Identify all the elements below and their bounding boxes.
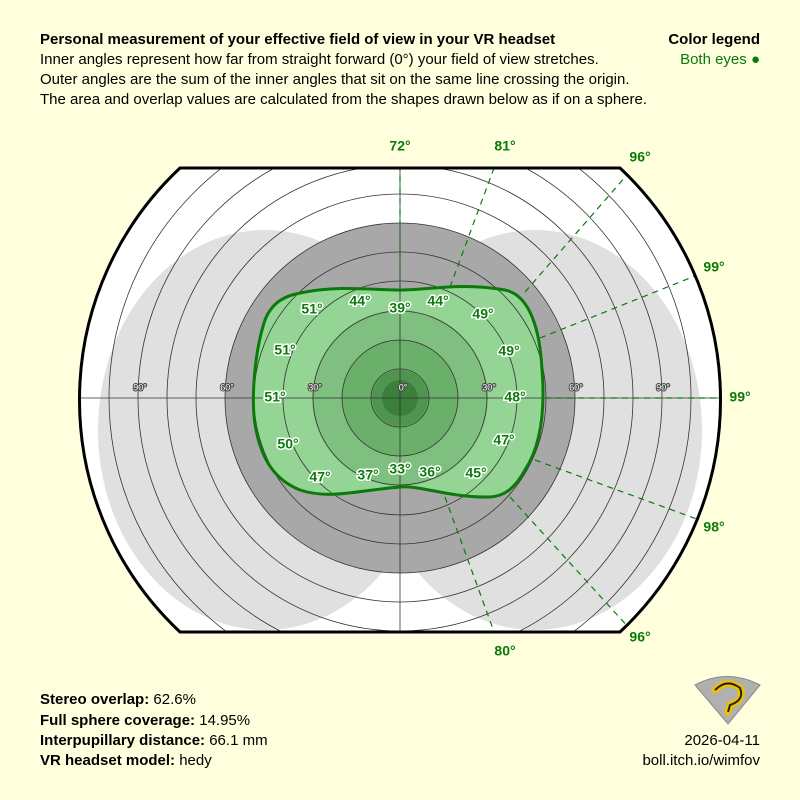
stat-label: VR headset model: — [40, 752, 175, 769]
url: boll.itch.io/wimfov — [642, 752, 760, 769]
logo — [694, 676, 761, 725]
stat-label: Full sphere coverage: — [40, 712, 195, 729]
inner-angle: 33° — [389, 461, 410, 477]
stat-label: Stereo overlap: — [40, 691, 149, 708]
outer-angle: 81° — [494, 138, 515, 154]
stat-value: 62.6% — [153, 691, 196, 708]
outer-angle: 99° — [729, 389, 750, 405]
description-line: Inner angles represent how far from stra… — [40, 51, 599, 68]
stat-label: Interpupillary distance: — [40, 732, 205, 749]
outer-angle: 80° — [494, 643, 515, 659]
outer-angle: 98° — [703, 519, 724, 535]
inner-angle: 50° — [277, 436, 298, 452]
inner-angle: 44° — [349, 293, 370, 309]
outline — [78, 166, 722, 634]
ring-label: 30° — [308, 382, 322, 392]
title: Personal measurement of your effective f… — [40, 31, 555, 48]
outer-angle: 96° — [629, 629, 650, 645]
description-line: Outer angles are the sum of the inner an… — [40, 71, 630, 88]
description-line: The area and overlap values are calculat… — [40, 91, 647, 108]
outer-angle: 72° — [389, 138, 410, 154]
stats: Stereo overlap: 62.6% Full sphere covera… — [40, 691, 268, 769]
stat-value: 14.95% — [199, 712, 250, 729]
inner-angle: 51° — [264, 389, 285, 405]
stat: Stereo overlap: 62.6% — [40, 691, 196, 708]
inner-angle: 51° — [301, 301, 322, 317]
ring-label: 60° — [220, 382, 234, 392]
header: Personal measurement of your effective f… — [40, 31, 760, 108]
inner-angle: 44° — [427, 293, 448, 309]
fov-diagram — [79, 168, 721, 632]
ring-label: 30° — [482, 382, 496, 392]
ring-label: 0° — [399, 382, 408, 392]
inner-angle: 51° — [274, 342, 295, 358]
outer-angle: 99° — [703, 259, 724, 275]
ring-label: 60° — [569, 382, 583, 392]
inner-angle: 47° — [309, 469, 330, 485]
stat-value: 66.1 mm — [209, 732, 267, 749]
legend-entry: Both eyes ● — [680, 51, 760, 68]
inner-angle: 36° — [419, 464, 440, 480]
ring-label: 90° — [133, 382, 147, 392]
stat: Full sphere coverage: 14.95% — [40, 712, 250, 729]
inner-angle: 45° — [465, 465, 486, 481]
stat-value: hedy — [179, 752, 212, 769]
ring-label: 90° — [656, 382, 670, 392]
inner-angle: 37° — [357, 467, 378, 483]
inner-angle: 47° — [493, 432, 514, 448]
inner-angle: 48° — [504, 389, 525, 405]
inner-angle: 49° — [498, 343, 519, 359]
date: 2026-04-11 — [684, 732, 760, 749]
inner-angle: 39° — [389, 300, 410, 316]
inner-angle: 49° — [472, 306, 493, 322]
legend-title: Color legend — [668, 31, 760, 48]
stat: Interpupillary distance: 66.1 mm — [40, 732, 268, 749]
stat: VR headset model: hedy — [40, 752, 212, 769]
outer-angle: 96° — [629, 149, 650, 165]
